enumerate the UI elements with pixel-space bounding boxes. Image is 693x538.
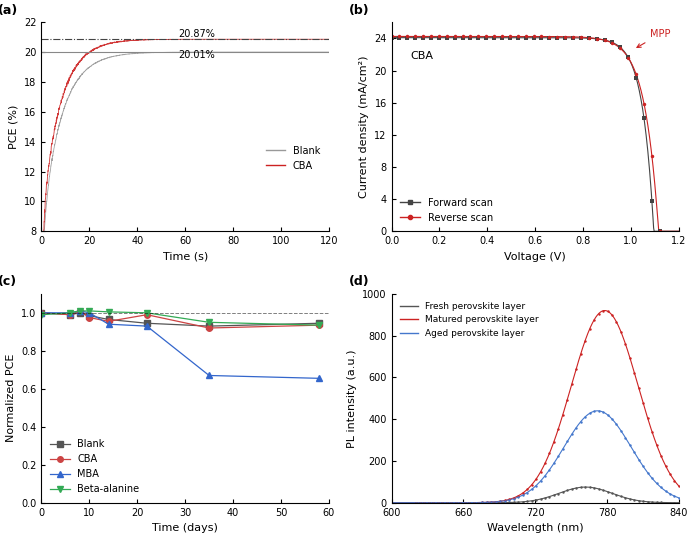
MBA <box>85 309 94 316</box>
MBA <box>66 309 74 316</box>
Legend: Forward scan, Reverse scan: Forward scan, Reverse scan <box>396 194 497 226</box>
X-axis label: Voltage (V): Voltage (V) <box>505 252 566 261</box>
Blank <box>37 309 46 316</box>
Beta-alanine <box>37 312 46 318</box>
Legend: Blank, CBA: Blank, CBA <box>262 142 324 174</box>
CBA <box>76 308 84 314</box>
MBA <box>205 372 213 379</box>
CBA <box>66 312 74 318</box>
MBA <box>76 308 84 314</box>
Text: (b): (b) <box>349 4 369 17</box>
Text: (d): (d) <box>349 275 369 288</box>
Blank <box>85 313 94 319</box>
Y-axis label: Normalized PCE: Normalized PCE <box>6 354 16 442</box>
Text: CBA: CBA <box>411 51 434 61</box>
X-axis label: Time (days): Time (days) <box>152 523 218 533</box>
Text: 20.01%: 20.01% <box>178 51 215 60</box>
X-axis label: Wavelength (nm): Wavelength (nm) <box>487 523 584 533</box>
Line: Beta-alanine: Beta-alanine <box>39 308 322 328</box>
Legend: Fresh perovskite layer, Matured perovskite layer, Aged perovskite layer: Fresh perovskite layer, Matured perovski… <box>396 299 542 342</box>
MBA <box>105 321 113 328</box>
Text: (c): (c) <box>0 275 17 288</box>
Blank <box>66 312 74 318</box>
MBA <box>315 375 324 381</box>
Beta-alanine <box>315 322 324 328</box>
Beta-alanine <box>76 308 84 314</box>
CBA <box>315 322 324 328</box>
Beta-alanine <box>66 309 74 316</box>
CBA <box>205 325 213 331</box>
Y-axis label: PL intensity (a.u.): PL intensity (a.u.) <box>346 349 357 448</box>
Blank <box>205 323 213 329</box>
Y-axis label: PCE (%): PCE (%) <box>8 105 19 149</box>
Line: MBA: MBA <box>39 308 322 381</box>
CBA <box>85 314 94 321</box>
Y-axis label: Current density (mA/cm²): Current density (mA/cm²) <box>359 55 369 198</box>
CBA <box>105 318 113 324</box>
Blank <box>105 316 113 323</box>
Line: CBA: CBA <box>39 308 322 331</box>
MBA <box>143 323 151 329</box>
Beta-alanine <box>205 319 213 325</box>
MBA <box>37 309 46 316</box>
Legend: Blank, CBA, MBA, Beta-alanine: Blank, CBA, MBA, Beta-alanine <box>46 435 143 498</box>
Blank <box>76 309 84 316</box>
Beta-alanine <box>105 309 113 315</box>
Beta-alanine <box>143 309 151 316</box>
X-axis label: Time (s): Time (s) <box>163 252 208 261</box>
CBA <box>143 312 151 318</box>
Text: (a): (a) <box>0 4 19 17</box>
Line: Blank: Blank <box>39 310 322 329</box>
Blank <box>143 320 151 327</box>
Text: MPP: MPP <box>637 29 671 47</box>
Beta-alanine <box>85 308 94 314</box>
Text: 20.87%: 20.87% <box>178 29 215 39</box>
Blank <box>315 320 324 327</box>
CBA <box>37 309 46 316</box>
